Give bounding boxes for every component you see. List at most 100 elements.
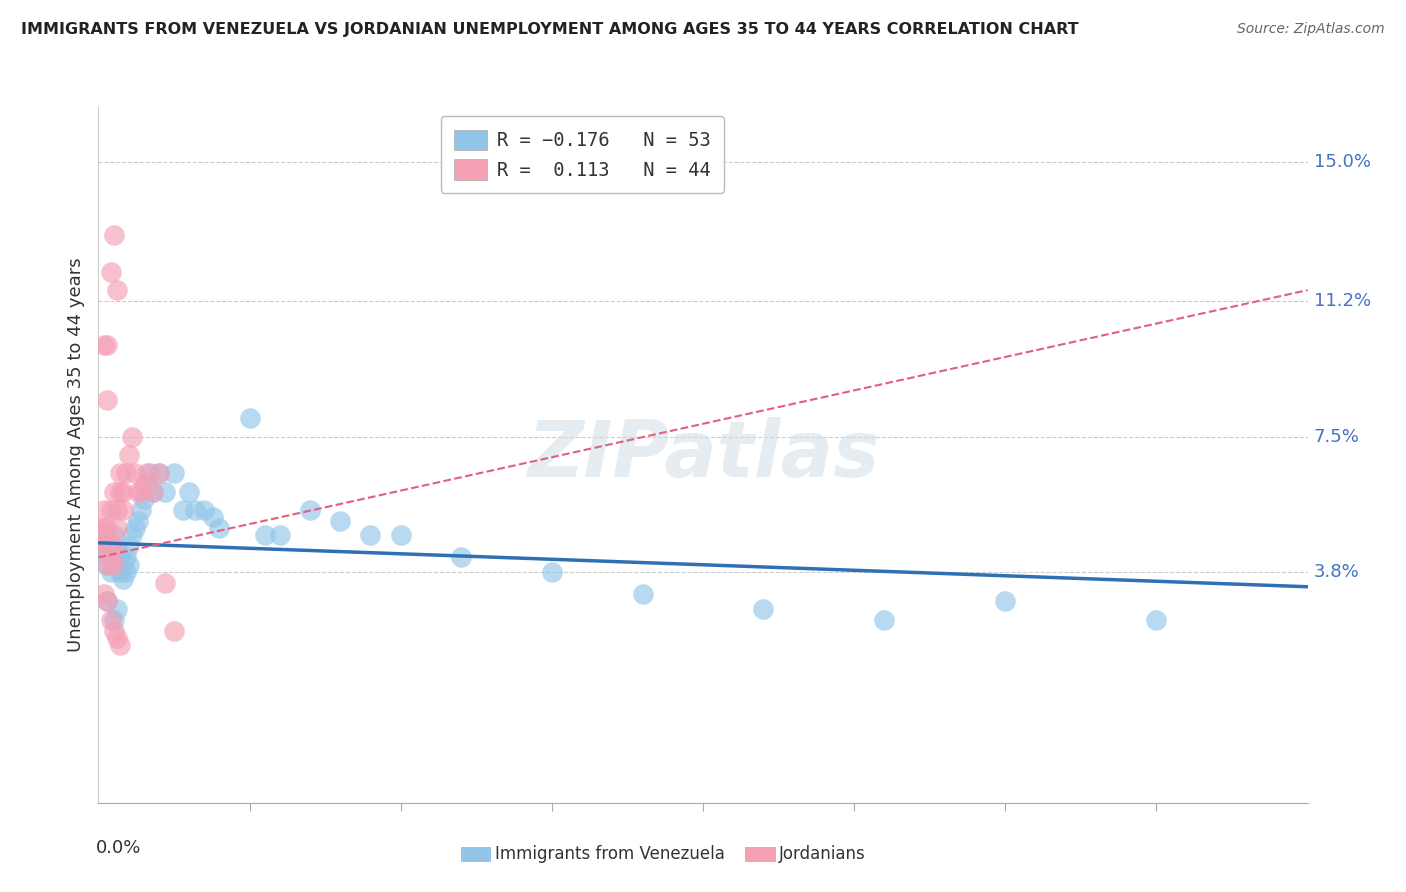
Point	[121, 528, 143, 542]
Point	[118, 448, 141, 462]
Text: 3.8%: 3.8%	[1313, 563, 1360, 581]
Point	[135, 467, 157, 481]
Point	[93, 528, 115, 542]
Point	[1144, 613, 1167, 627]
Point	[129, 484, 152, 499]
Point	[105, 543, 128, 558]
Point	[111, 573, 134, 587]
Point	[96, 594, 118, 608]
Point	[100, 536, 122, 550]
Point	[96, 558, 118, 572]
Point	[752, 601, 775, 615]
Y-axis label: Unemployment Among Ages 35 to 44 years: Unemployment Among Ages 35 to 44 years	[66, 258, 84, 652]
Point	[111, 503, 134, 517]
Point	[114, 467, 136, 481]
Point	[873, 613, 896, 627]
Point	[103, 484, 125, 499]
Point	[148, 467, 170, 481]
Point	[100, 503, 122, 517]
Legend: R = −0.176   N = 53, R =  0.113   N = 44: R = −0.176 N = 53, R = 0.113 N = 44	[440, 117, 724, 193]
Point	[153, 484, 176, 499]
Bar	[461, 847, 492, 862]
Point	[389, 528, 412, 542]
Point	[172, 503, 194, 517]
Point	[93, 521, 115, 535]
Point	[132, 491, 155, 506]
Point	[93, 547, 115, 561]
Point	[111, 558, 134, 572]
Point	[93, 503, 115, 517]
Point	[100, 543, 122, 558]
Point	[148, 467, 170, 481]
Point	[108, 484, 131, 499]
Point	[360, 528, 382, 542]
Point	[994, 594, 1017, 608]
Point	[100, 265, 122, 279]
Text: Immigrants from Venezuela: Immigrants from Venezuela	[495, 846, 725, 863]
Point	[105, 503, 128, 517]
Point	[299, 503, 322, 517]
Point	[163, 467, 186, 481]
Point	[105, 631, 128, 645]
Text: 0.0%: 0.0%	[96, 839, 141, 857]
Point	[96, 536, 118, 550]
Point	[118, 558, 141, 572]
Point	[96, 558, 118, 572]
Point	[90, 521, 112, 535]
Point	[103, 550, 125, 565]
Text: IMMIGRANTS FROM VENEZUELA VS JORDANIAN UNEMPLOYMENT AMONG AGES 35 TO 44 YEARS CO: IMMIGRANTS FROM VENEZUELA VS JORDANIAN U…	[21, 22, 1078, 37]
Point	[142, 484, 165, 499]
Text: 11.2%: 11.2%	[1313, 292, 1371, 310]
Point	[96, 521, 118, 535]
Point	[103, 540, 125, 554]
Point	[127, 514, 149, 528]
Point	[100, 613, 122, 627]
Point	[118, 540, 141, 554]
Point	[96, 536, 118, 550]
Point	[93, 587, 115, 601]
Text: Jordanians: Jordanians	[779, 846, 866, 863]
Point	[103, 624, 125, 638]
Point	[142, 484, 165, 499]
Point	[96, 338, 118, 352]
Point	[105, 283, 128, 297]
Point	[329, 514, 352, 528]
Point	[121, 429, 143, 443]
Point	[103, 613, 125, 627]
Point	[450, 550, 472, 565]
Point	[139, 467, 162, 481]
Point	[177, 484, 201, 499]
Point	[269, 528, 291, 542]
Point	[103, 558, 125, 572]
Point	[239, 411, 262, 425]
Point	[129, 503, 152, 517]
Text: ZIPatlas: ZIPatlas	[527, 417, 879, 493]
Point	[96, 392, 118, 407]
Point	[184, 503, 207, 517]
Point	[103, 228, 125, 243]
Point	[124, 467, 146, 481]
Text: 15.0%: 15.0%	[1313, 153, 1371, 171]
Point	[105, 521, 128, 535]
Point	[105, 601, 128, 615]
Point	[202, 510, 225, 524]
Point	[90, 528, 112, 542]
Point	[100, 565, 122, 579]
Point	[124, 521, 146, 535]
Point	[108, 638, 131, 652]
Point	[93, 338, 115, 352]
Point	[100, 550, 122, 565]
Point	[135, 477, 157, 491]
Point	[108, 467, 131, 481]
Point	[132, 477, 155, 491]
Point	[153, 576, 176, 591]
Point	[127, 484, 149, 499]
Text: 7.5%: 7.5%	[1313, 427, 1360, 446]
Point	[193, 503, 215, 517]
Point	[163, 624, 186, 638]
Point	[108, 565, 131, 579]
Point	[103, 528, 125, 542]
Point	[108, 550, 131, 565]
Point	[540, 565, 562, 579]
Bar	[745, 847, 776, 862]
